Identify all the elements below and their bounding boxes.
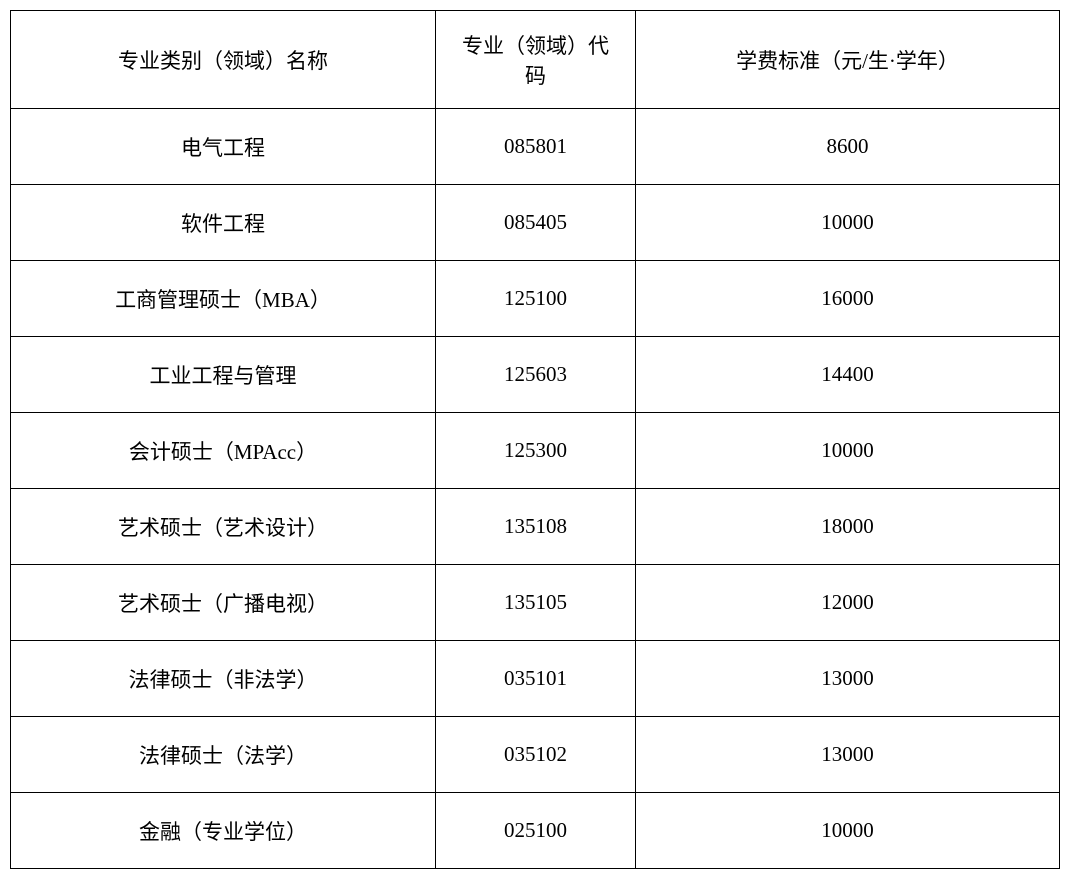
cell-tuition-fee: 13000 — [636, 641, 1060, 717]
table-header-row: 专业类别（领域）名称 专业（领域）代码 学费标准（元/生·学年） — [11, 11, 1060, 109]
cell-major-code: 085801 — [436, 109, 636, 185]
cell-major-name: 电气工程 — [11, 109, 436, 185]
table-row: 会计硕士（MPAcc）12530010000 — [11, 413, 1060, 489]
cell-tuition-fee: 10000 — [636, 185, 1060, 261]
cell-tuition-fee: 18000 — [636, 489, 1060, 565]
cell-major-code: 035101 — [436, 641, 636, 717]
table-row: 艺术硕士（广播电视）13510512000 — [11, 565, 1060, 641]
table-row: 软件工程08540510000 — [11, 185, 1060, 261]
tuition-fee-table: 专业类别（领域）名称 专业（领域）代码 学费标准（元/生·学年） 电气工程085… — [10, 10, 1060, 869]
cell-major-name: 工业工程与管理 — [11, 337, 436, 413]
cell-major-code: 035102 — [436, 717, 636, 793]
table-row: 艺术硕士（艺术设计）13510818000 — [11, 489, 1060, 565]
table-row: 工业工程与管理12560314400 — [11, 337, 1060, 413]
cell-tuition-fee: 10000 — [636, 793, 1060, 869]
cell-major-name: 会计硕士（MPAcc） — [11, 413, 436, 489]
table-row: 法律硕士（法学）03510213000 — [11, 717, 1060, 793]
table-row: 电气工程0858018600 — [11, 109, 1060, 185]
cell-major-name: 法律硕士（法学） — [11, 717, 436, 793]
cell-tuition-fee: 12000 — [636, 565, 1060, 641]
cell-major-code: 125603 — [436, 337, 636, 413]
cell-tuition-fee: 14400 — [636, 337, 1060, 413]
cell-major-code: 085405 — [436, 185, 636, 261]
cell-major-code: 125100 — [436, 261, 636, 337]
header-tuition-fee: 学费标准（元/生·学年） — [636, 11, 1060, 109]
cell-tuition-fee: 16000 — [636, 261, 1060, 337]
cell-major-name: 金融（专业学位） — [11, 793, 436, 869]
cell-major-code: 135108 — [436, 489, 636, 565]
cell-tuition-fee: 10000 — [636, 413, 1060, 489]
table-row: 法律硕士（非法学）03510113000 — [11, 641, 1060, 717]
cell-major-code: 135105 — [436, 565, 636, 641]
cell-major-code: 025100 — [436, 793, 636, 869]
cell-major-code: 125300 — [436, 413, 636, 489]
cell-major-name: 艺术硕士（艺术设计） — [11, 489, 436, 565]
cell-major-name: 法律硕士（非法学） — [11, 641, 436, 717]
cell-tuition-fee: 13000 — [636, 717, 1060, 793]
cell-tuition-fee: 8600 — [636, 109, 1060, 185]
cell-major-name: 艺术硕士（广播电视） — [11, 565, 436, 641]
table-body: 电气工程0858018600软件工程08540510000工商管理硕士（MBA）… — [11, 109, 1060, 869]
cell-major-name: 软件工程 — [11, 185, 436, 261]
table-row: 金融（专业学位）02510010000 — [11, 793, 1060, 869]
header-major-code: 专业（领域）代码 — [436, 11, 636, 109]
table-row: 工商管理硕士（MBA）12510016000 — [11, 261, 1060, 337]
cell-major-name: 工商管理硕士（MBA） — [11, 261, 436, 337]
header-major-name: 专业类别（领域）名称 — [11, 11, 436, 109]
